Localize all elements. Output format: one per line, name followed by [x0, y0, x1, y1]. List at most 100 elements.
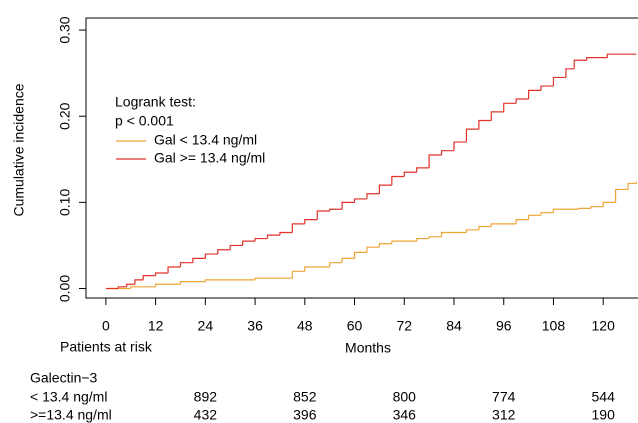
y-tick-label: 0.00	[57, 275, 73, 302]
risk-count: 190	[592, 407, 616, 423]
legend-label: Gal >= 13.4 ng/ml	[154, 150, 265, 166]
step-segment	[242, 240, 256, 246]
step-segment	[279, 231, 293, 236]
step-segment	[254, 237, 268, 242]
risk-count: 396	[293, 407, 317, 423]
step-segment	[416, 167, 430, 173]
risk-count: 346	[393, 407, 417, 423]
step-segment	[117, 286, 127, 289]
step-segment	[606, 53, 637, 58]
step-segment	[291, 223, 305, 233]
step-segment	[155, 272, 169, 276]
step-segment	[490, 223, 517, 227]
risk-count: 800	[393, 389, 417, 405]
step-segment	[565, 68, 575, 78]
y-tick-label: 0.30	[57, 16, 73, 43]
step-segment	[304, 266, 330, 272]
step-segment	[465, 128, 479, 143]
step-segment	[573, 59, 587, 69]
x-tick-label: 0	[102, 318, 110, 334]
risk-count: 544	[592, 389, 616, 405]
step-segment	[527, 214, 542, 220]
step-segment	[515, 219, 529, 224]
step-segment	[204, 279, 256, 282]
x-tick-label: 108	[542, 318, 566, 334]
plot-frame	[85, 17, 638, 299]
risk-table-title: Patients at risk	[60, 339, 153, 355]
y-tick-label: 0.10	[57, 189, 73, 216]
legend-label: Gal < 13.4 ng/ml	[154, 132, 257, 148]
step-segment	[353, 198, 367, 203]
step-segment	[229, 244, 243, 250]
risk-count: 432	[194, 407, 218, 423]
step-segment	[378, 184, 392, 194]
step-segment	[416, 237, 430, 242]
step-segment	[341, 201, 355, 210]
step-segment	[179, 281, 206, 285]
step-segment	[627, 182, 637, 190]
step-segment	[552, 76, 566, 87]
step-segment	[167, 266, 181, 274]
risk-count: 892	[194, 389, 218, 405]
step-segment	[316, 210, 330, 220]
step-segment	[391, 175, 405, 186]
step-segment	[478, 119, 492, 130]
step-segment	[540, 212, 554, 216]
x-axis-label: Months	[345, 340, 391, 356]
step-segment	[155, 283, 181, 287]
step-segment	[134, 279, 144, 285]
step-segment	[130, 286, 156, 289]
step-segment	[490, 111, 504, 121]
step-segment	[540, 85, 554, 91]
legend-title: Logrank test:	[115, 94, 196, 110]
risk-row-label: < 13.4 ng/ml	[30, 389, 107, 405]
step-segment	[217, 249, 231, 255]
step-segment	[577, 207, 591, 210]
step-segment	[465, 229, 479, 233]
step-segment	[204, 253, 218, 259]
step-segment	[254, 277, 293, 280]
x-tick-label: 12	[148, 318, 164, 334]
x-tick-label: 84	[446, 318, 462, 334]
x-tick-label: 72	[396, 318, 412, 334]
step-segment	[341, 257, 355, 263]
step-segment	[366, 193, 380, 199]
step-segment	[440, 231, 467, 237]
step-segment	[366, 246, 380, 253]
x-tick-label: 96	[496, 318, 512, 334]
legend-title: p < 0.001	[115, 113, 174, 129]
x-tick-label: 24	[198, 318, 214, 334]
risk-count: 312	[492, 407, 516, 423]
step-segment	[142, 275, 156, 280]
step-segment	[126, 283, 135, 287]
step-segment	[266, 234, 280, 239]
step-segment	[291, 270, 305, 279]
step-segment	[428, 154, 442, 168]
step-segment	[478, 225, 492, 230]
step-segment	[440, 150, 454, 155]
x-tick-label: 120	[592, 318, 616, 334]
step-segment	[378, 243, 392, 248]
x-tick-label: 48	[297, 318, 313, 334]
risk-count: 774	[492, 389, 516, 405]
step-segment	[403, 171, 417, 177]
step-segment	[515, 98, 529, 104]
x-tick-label: 60	[347, 318, 363, 334]
step-segment	[602, 201, 616, 207]
step-segment	[329, 208, 343, 211]
step-segment	[552, 208, 579, 213]
x-tick-label: 36	[247, 318, 263, 334]
step-segment	[615, 188, 629, 203]
step-segment	[192, 257, 206, 263]
step-segment	[179, 262, 193, 267]
step-segment	[304, 219, 318, 224]
step-segment	[527, 89, 542, 99]
risk-count: 852	[293, 389, 317, 405]
step-segment	[590, 206, 604, 209]
step-segment	[353, 251, 367, 259]
risk-table-group: Galectin−3	[30, 370, 98, 386]
y-axis-label: Cumulative incidence	[11, 83, 27, 216]
step-segment	[586, 57, 608, 61]
step-segment	[453, 141, 467, 151]
